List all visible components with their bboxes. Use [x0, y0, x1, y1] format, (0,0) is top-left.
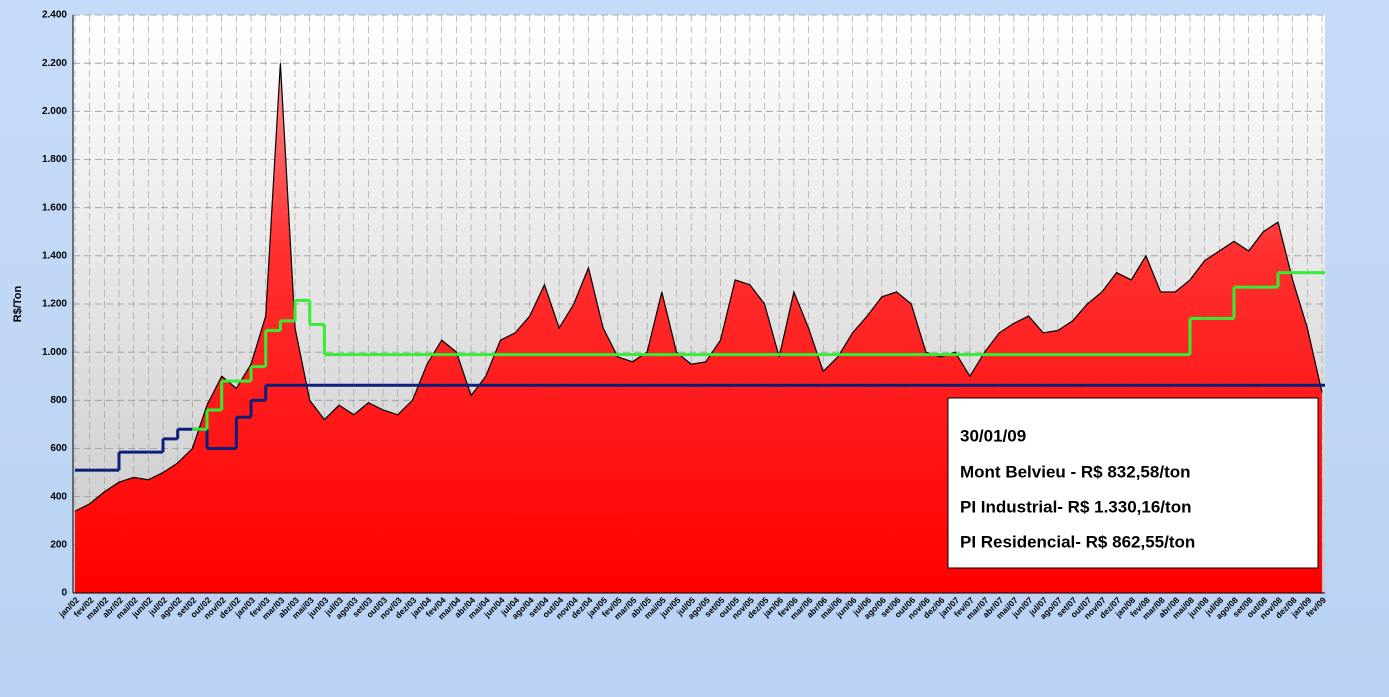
y-tick-label: 0 [61, 588, 67, 599]
annotation-box [947, 397, 1319, 569]
y-tick-label: 2.000 [42, 106, 67, 117]
y-tick-label: 200 [50, 539, 67, 550]
annotation: Mont Belvieu - R$ 832,58/ton [960, 462, 1191, 481]
annotation: PI Industrial- R$ 1.330,16/ton [960, 497, 1191, 516]
line [74, 63, 1323, 512]
y-tick-label: 1.000 [42, 347, 67, 358]
annotation: 30/01/09 [960, 426, 1026, 445]
y-tick-label: 1.200 [42, 299, 67, 310]
y-tick-label: 1.400 [42, 250, 67, 261]
y-tick-label: 2.400 [42, 10, 67, 21]
y-tick-label: 600 [50, 443, 67, 454]
annotation: PI Residencial- R$ 862,55/ton [960, 532, 1195, 551]
y-axis-label: R$/Ton [12, 285, 24, 322]
y-tick-label: 1.600 [42, 202, 67, 213]
y-tick-label: 2.200 [42, 58, 67, 69]
y-tick-label: 800 [50, 395, 67, 406]
y-tick-label: 400 [50, 491, 67, 502]
y-tick-label: 1.800 [42, 154, 67, 165]
